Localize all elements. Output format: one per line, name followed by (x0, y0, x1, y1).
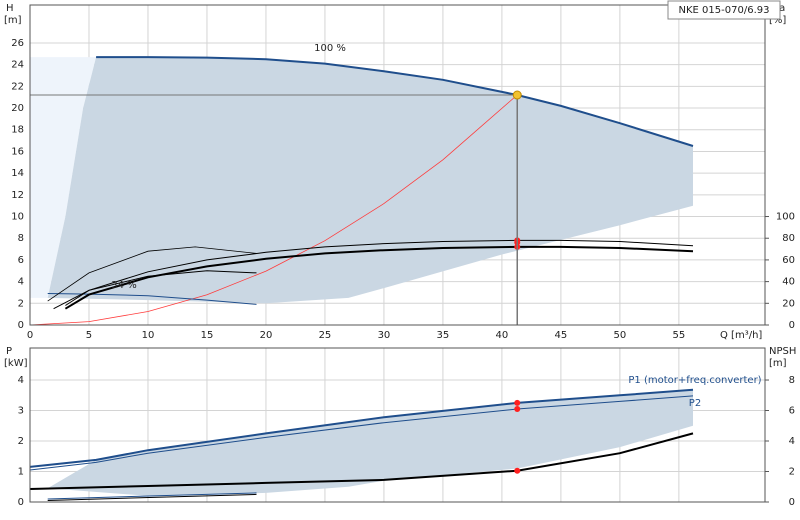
y2-tick-label: 4 (789, 436, 795, 447)
curve (65, 239, 694, 306)
y-tick-label: 4 (18, 375, 24, 386)
curve (47, 246, 257, 302)
x-tick-label: 15 (201, 330, 214, 341)
curve-label: P1 (motor+freq.converter) (628, 375, 761, 386)
y-unit: [m] (4, 15, 22, 26)
y-tick-label: 22 (11, 81, 24, 92)
x-tick-label: 0 (27, 330, 33, 341)
x-tick-label: 30 (378, 330, 391, 341)
x-tick-label: 40 (496, 330, 509, 341)
annotation: 100 % (314, 43, 346, 54)
y-tick-label: 8 (18, 233, 24, 244)
curve (29, 395, 694, 471)
y2-tick-label: 100 (776, 212, 795, 223)
curve (47, 493, 257, 501)
curve (96, 56, 694, 147)
x-tick-label: 45 (555, 330, 568, 341)
y2-tick-label: 2 (789, 467, 795, 478)
y-tick-label: 0 (18, 497, 24, 508)
curve (47, 492, 257, 500)
y-tick-label: 14 (11, 168, 24, 179)
y-tick-label: 1 (18, 467, 24, 478)
x-tick-label: 55 (673, 330, 686, 341)
y-tick-label: 12 (11, 190, 24, 201)
range-area (47, 57, 693, 304)
title-box (667, 0, 781, 20)
x-tick-label: 50 (614, 330, 627, 341)
y-tick-label: 2 (18, 436, 24, 447)
y-unit: [kW] (4, 358, 28, 369)
curve (47, 293, 257, 305)
curve (29, 388, 694, 468)
curve (53, 270, 257, 310)
y-tick-label: 24 (11, 60, 24, 71)
x-tick-label: 35 (437, 330, 450, 341)
point (514, 405, 521, 412)
y-tick-label: 6 (18, 255, 24, 266)
x-tick-label: 5 (86, 330, 92, 341)
y-tick-label: 10 (11, 212, 24, 223)
y-tick-label: 3 (18, 406, 24, 417)
plot-frame (29, 4, 766, 326)
y-tick-label: 18 (11, 125, 24, 136)
x-tick-label: 20 (260, 330, 273, 341)
y-tick-label: 16 (11, 146, 24, 157)
plot-frame (29, 347, 766, 503)
point (514, 399, 521, 406)
range-area (47, 389, 693, 496)
y2-label: NPSH (769, 346, 796, 357)
annotation: 34 % (111, 280, 136, 291)
y2-tick-label: 6 (789, 406, 795, 417)
y2-tick-label: 0 (789, 497, 795, 508)
point (514, 467, 521, 474)
y-tick-label: 2 (18, 298, 24, 309)
y-tick-label: 0 (18, 320, 24, 331)
y2-tick-label: 60 (782, 255, 795, 266)
y2-tick-label: 80 (782, 233, 795, 244)
y-label: P (6, 346, 12, 357)
y-tick-label: 20 (11, 103, 24, 114)
range-area (30, 57, 97, 298)
y2-unit: [m] (769, 358, 787, 369)
x-label: Q [m³/h] (720, 330, 762, 341)
curve (64, 245, 694, 310)
y2-tick-label: 40 (782, 277, 795, 288)
title: NKE 015-070/6.93 (679, 5, 770, 16)
y-tick-label: 4 (18, 277, 24, 288)
y-tick-label: 26 (11, 38, 24, 49)
curve-label: P2 (689, 398, 701, 409)
point (512, 90, 522, 100)
y2-unit: [%] (769, 15, 786, 26)
x-tick-label: 10 (142, 330, 155, 341)
y2-tick-label: 8 (789, 375, 795, 386)
y2-tick-label: 20 (782, 298, 795, 309)
curve (29, 432, 694, 490)
x-tick-label: 25 (319, 330, 332, 341)
y2-tick-label: 0 (789, 320, 795, 331)
y-label: H (6, 3, 14, 14)
curve (29, 94, 518, 326)
